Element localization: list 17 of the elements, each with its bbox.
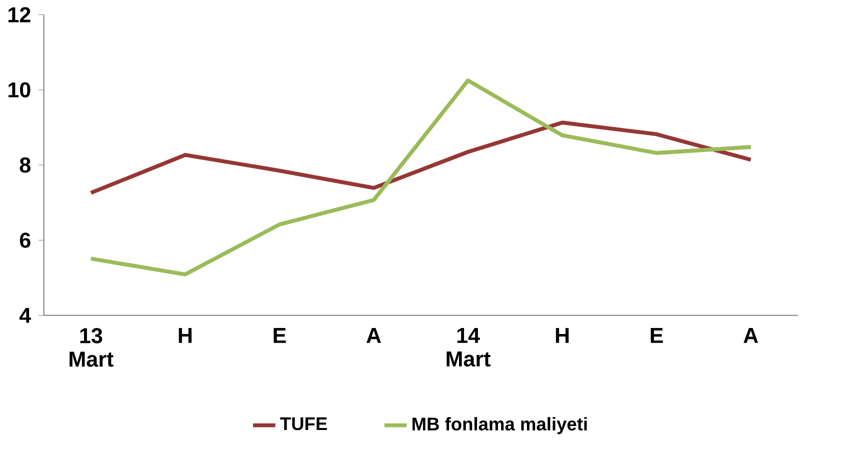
y-tick-label: 12 — [8, 7, 30, 22]
line-series — [89, 78, 753, 276]
y-tick-label: 6 — [20, 232, 30, 248]
x-tick-label: A — [744, 328, 758, 343]
legend-label: MB fonlama maliyeti — [412, 416, 587, 434]
line-series — [89, 120, 753, 195]
x-tick-label: A — [366, 328, 381, 343]
x-tick-label: 13 Mart — [70, 328, 114, 367]
y-tick-label: 8 — [20, 157, 30, 173]
y-tick-label: 10 — [8, 82, 30, 98]
x-tick-label: H — [178, 328, 192, 343]
x-tick-label: E — [650, 328, 663, 343]
x-tick-label: 14 Mart — [446, 328, 490, 366]
x-tick-label: E — [274, 328, 286, 343]
legend-label: TUFE — [280, 417, 327, 430]
x-tick-label: H — [556, 328, 569, 343]
y-tick-label: 4 — [20, 308, 32, 323]
